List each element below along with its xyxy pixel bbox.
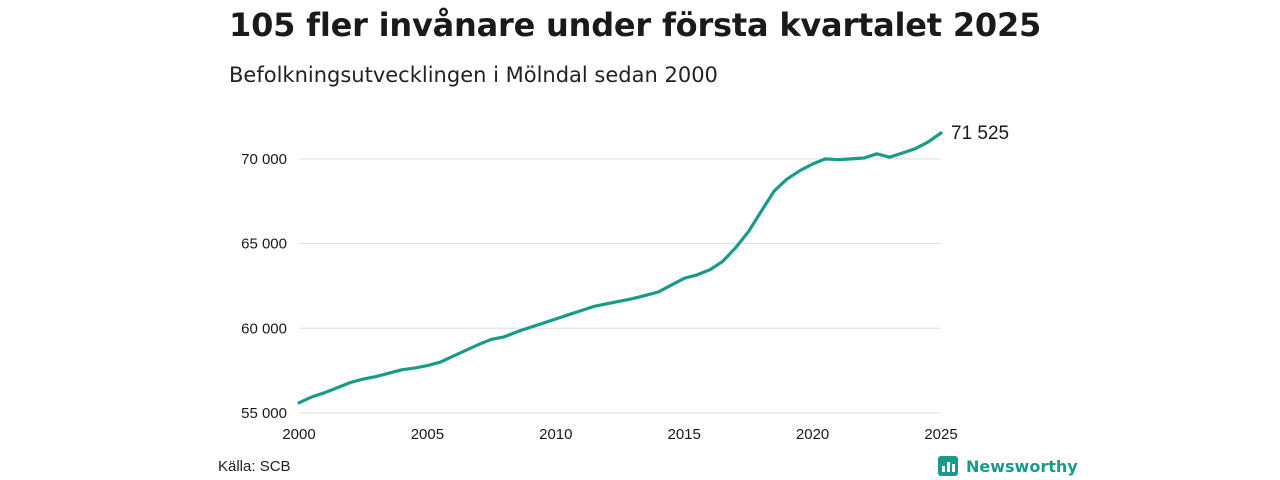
series-line xyxy=(297,131,943,405)
newsworthy-logo-icon xyxy=(938,456,958,476)
chart-title: 105 fler invånare under första kvartalet… xyxy=(229,6,1042,44)
chart-subtitle: Befolkningsutvecklingen i Mölndal sedan … xyxy=(229,63,718,87)
x-tick-label: 2005 xyxy=(411,426,444,443)
x-tick-label: 2010 xyxy=(539,426,572,443)
source-note: Källa: SCB xyxy=(218,458,291,475)
y-tick-label: 65 000 xyxy=(241,236,287,253)
x-tick-label: 2000 xyxy=(282,426,315,443)
end-value-label: 71 525 xyxy=(951,123,1009,144)
y-tick-label: 55 000 xyxy=(241,405,287,422)
y-tick-label: 60 000 xyxy=(241,320,287,337)
brand: Newsworthy xyxy=(938,456,1078,476)
y-tick-label: 70 000 xyxy=(241,151,287,168)
x-tick-label: 2020 xyxy=(796,426,829,443)
brand-name: Newsworthy xyxy=(966,456,1078,476)
x-tick-label: 2025 xyxy=(924,426,957,443)
x-tick-label: 2015 xyxy=(668,426,701,443)
